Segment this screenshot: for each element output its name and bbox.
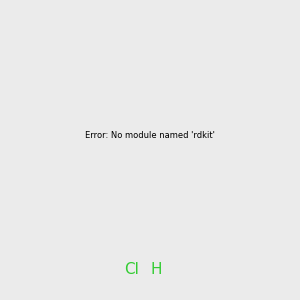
Text: H: H: [150, 262, 162, 278]
Text: Error: No module named 'rdkit': Error: No module named 'rdkit': [85, 130, 215, 140]
Text: Cl: Cl: [124, 262, 140, 278]
